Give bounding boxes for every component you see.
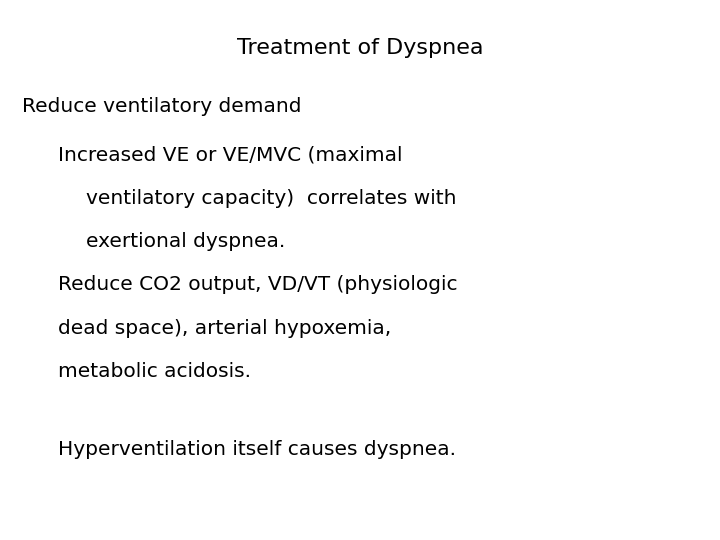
- Text: exertional dyspnea.: exertional dyspnea.: [86, 232, 286, 251]
- Text: Reduce CO2 output, VD/VT (physiologic: Reduce CO2 output, VD/VT (physiologic: [58, 275, 457, 294]
- Text: metabolic acidosis.: metabolic acidosis.: [58, 362, 251, 381]
- Text: Treatment of Dyspnea: Treatment of Dyspnea: [237, 38, 483, 58]
- Text: Hyperventilation itself causes dyspnea.: Hyperventilation itself causes dyspnea.: [58, 440, 456, 459]
- Text: ventilatory capacity)  correlates with: ventilatory capacity) correlates with: [86, 189, 457, 208]
- Text: dead space), arterial hypoxemia,: dead space), arterial hypoxemia,: [58, 319, 391, 338]
- Text: Increased VE or VE/MVC (maximal: Increased VE or VE/MVC (maximal: [58, 146, 402, 165]
- Text: Reduce ventilatory demand: Reduce ventilatory demand: [22, 97, 301, 116]
